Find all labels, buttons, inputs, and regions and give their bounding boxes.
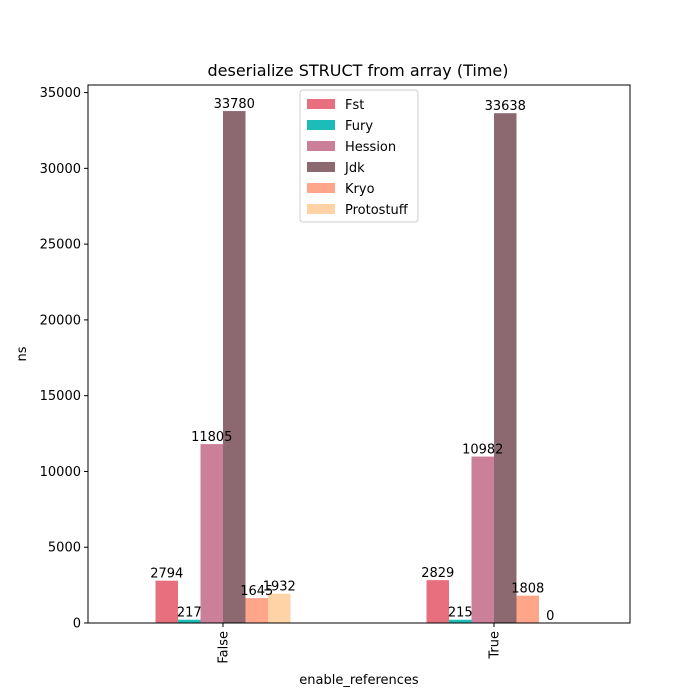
y-tick-label: 20000 — [40, 313, 81, 328]
legend-swatch-hession — [307, 141, 335, 151]
y-axis-label: ns — [15, 346, 30, 361]
y-tick-label: 35000 — [40, 86, 81, 101]
bar-hession-false — [200, 444, 223, 623]
y-tick-label: 30000 — [40, 162, 81, 177]
y-tick-label: 5000 — [48, 541, 81, 556]
legend-label-protostuff: Protostuff — [345, 203, 409, 218]
bar-fury-true — [449, 619, 472, 623]
x-axis-label: enable_references — [299, 673, 419, 688]
bar-jdk-true — [494, 113, 517, 623]
bar-value-label: 2829 — [421, 566, 454, 581]
x-axis: False True — [217, 623, 503, 664]
legend-swatch-fst — [307, 99, 335, 109]
bar-value-label: 0 — [546, 609, 554, 624]
x-tick-label: False — [217, 631, 232, 664]
bar-value-label: 2794 — [150, 567, 183, 582]
plot-frame — [87, 84, 631, 624]
bar-jdk-false — [223, 111, 246, 623]
legend-label-jdk: Jdk — [344, 161, 365, 176]
bar-value-label: 217 — [177, 606, 202, 621]
legend-label-kryo: Kryo — [345, 182, 375, 197]
legend: Fst Fury Hession Jdk Kryo Protostuff — [299, 89, 419, 223]
bar-fst-false — [155, 580, 178, 623]
chart-title: deserialize STRUCT from array (Time) — [207, 61, 508, 80]
bar-fst-true — [426, 580, 449, 623]
bar-value-label: 1932 — [263, 580, 296, 595]
x-tick-label: True — [488, 631, 503, 660]
legend-swatch-jdk — [307, 162, 335, 172]
bar-hession-true — [471, 456, 494, 623]
bar-value-label: 33780 — [214, 97, 255, 112]
bar-value-label: 215 — [448, 606, 473, 621]
bar-kryo-true — [516, 595, 539, 623]
legend-swatch-fury — [307, 120, 335, 130]
bar-value-label: 11805 — [191, 430, 232, 445]
y-tick-label: 25000 — [40, 238, 81, 253]
legend-swatch-protostuff — [307, 204, 335, 214]
legend-label-fury: Fury — [345, 119, 373, 134]
bars-group — [155, 111, 539, 623]
y-axis: 0 5000 10000 15000 20000 25000 30000 35000 — [40, 86, 88, 632]
bar-value-label: 1645 — [240, 584, 273, 599]
bar-kryo-false — [245, 598, 268, 623]
y-tick-label: 10000 — [40, 465, 81, 480]
legend-swatch-kryo — [307, 183, 335, 193]
bar-value-label: 10982 — [462, 443, 503, 458]
bar-fury-false — [178, 619, 201, 623]
bar-value-label: 33638 — [485, 99, 526, 114]
y-tick-label: 0 — [73, 617, 81, 632]
legend-label-hession: Hession — [345, 140, 396, 155]
bar-protostuff-false — [268, 593, 291, 623]
legend-label-fst: Fst — [345, 98, 364, 113]
bar-value-label: 1808 — [511, 582, 544, 597]
y-tick-label: 15000 — [40, 389, 81, 404]
